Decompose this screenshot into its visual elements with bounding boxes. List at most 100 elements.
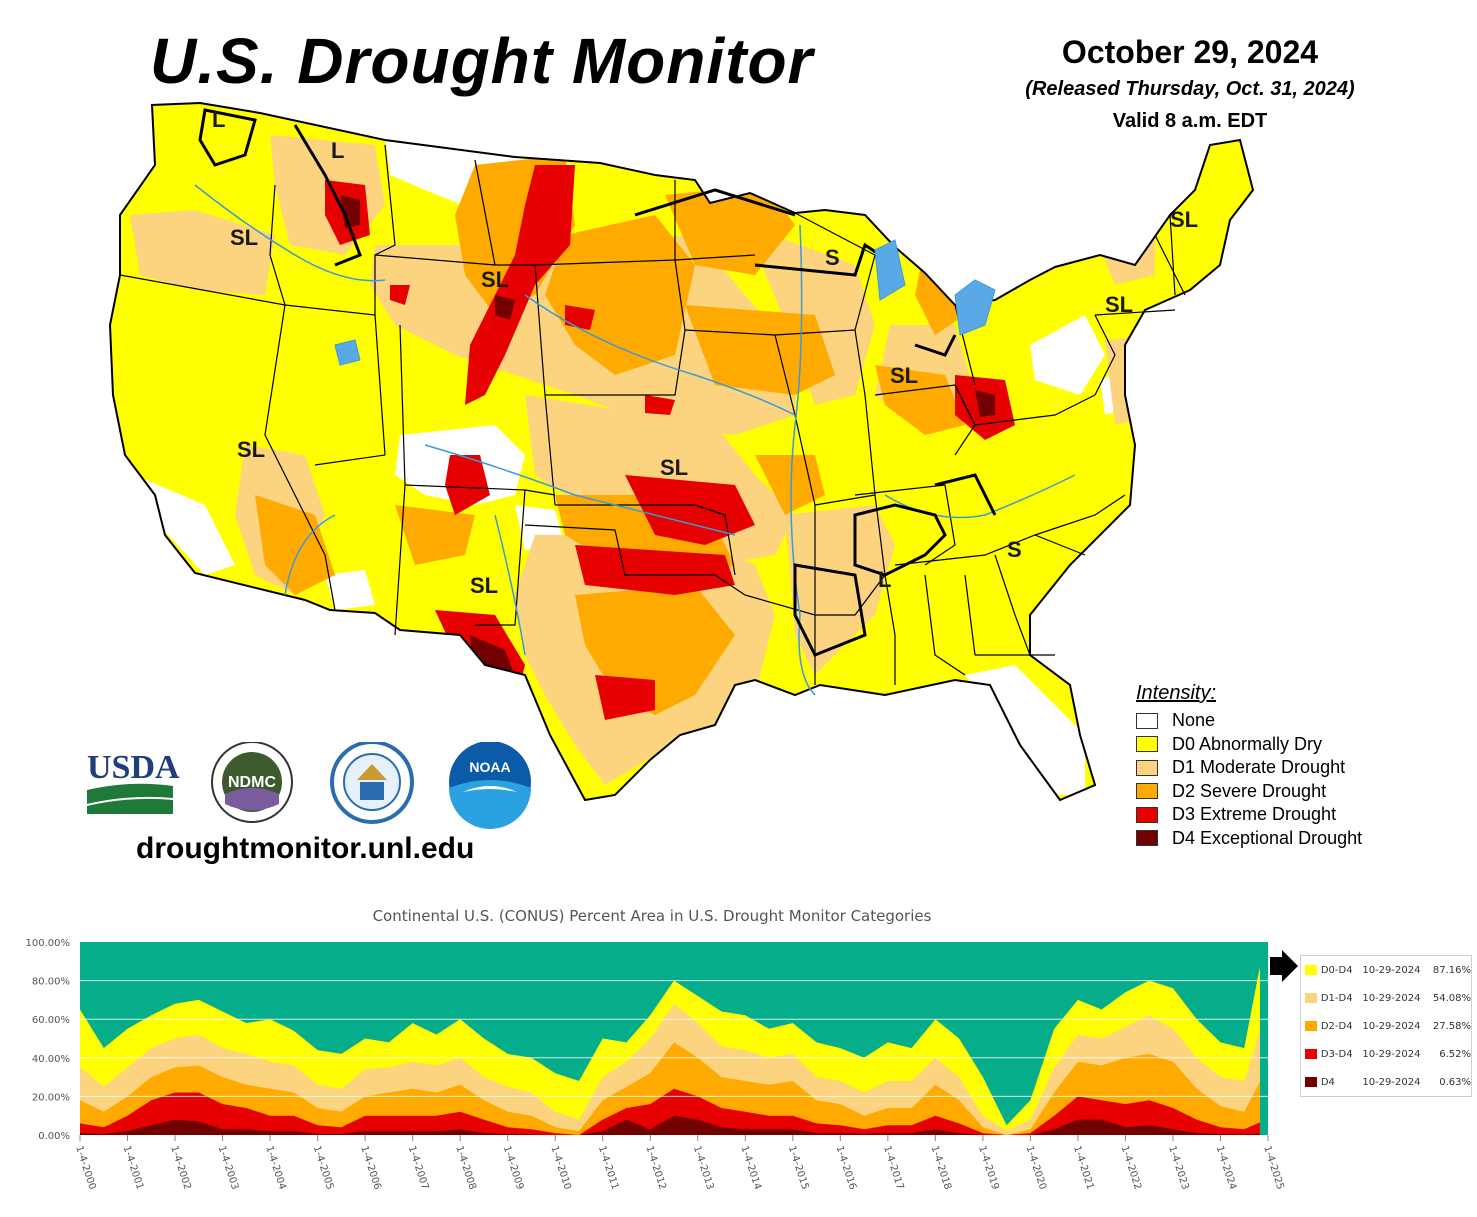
legend-label: D4 Exceptional Drought — [1172, 827, 1363, 848]
conus-chart: Continental U.S. (CONUS) Percent Area in… — [26, 907, 1298, 1192]
chart-legend-name: D1-D4 — [1320, 992, 1353, 1004]
x-tick-label: 1-4-2000 — [73, 1145, 97, 1192]
x-tick-label: 1-4-2020 — [1024, 1145, 1048, 1192]
impact-label: L — [212, 107, 225, 132]
chart-legend-date: 10-29-2024 — [1362, 964, 1421, 976]
chart-legend-date: 10-29-2024 — [1362, 992, 1421, 1004]
x-tick-label: 1-4-2009 — [501, 1145, 525, 1192]
impact-label: SL — [660, 455, 688, 480]
chart-legend-item: D2-D4 10-29-2024 27.58% — [1301, 1012, 1471, 1040]
chart-legend-value: 54.08% — [1432, 992, 1471, 1004]
usda-logo: USDA — [87, 749, 180, 814]
legend-item: None — [1136, 709, 1456, 733]
website-link[interactable]: droughtmonitor.unl.edu — [136, 832, 475, 865]
x-tick-label: 1-4-2004 — [263, 1145, 287, 1192]
legend-swatch — [1136, 712, 1158, 729]
x-tick-label: 1-4-2007 — [406, 1145, 430, 1192]
lakes — [334, 239, 996, 366]
impact-label: SL — [481, 267, 509, 292]
map-title: U.S. Drought Monitor — [150, 25, 814, 97]
pointer-arrow-icon — [1270, 950, 1298, 982]
map-legend: Intensity: None D0 Abnormally Dry D1 Moder… — [1136, 682, 1456, 850]
impact-label: S — [825, 245, 840, 270]
chart-legend-swatch — [1305, 993, 1317, 1003]
impact-label: SL — [890, 363, 918, 388]
impact-label: SL — [230, 225, 258, 250]
x-tick-label: 1-4-2017 — [881, 1145, 905, 1192]
svg-text:NOAA: NOAA — [469, 759, 510, 775]
chart-legend-name: D4 — [1320, 1076, 1335, 1088]
x-tick-label: 1-4-2011 — [596, 1145, 620, 1192]
chart-legend-swatch — [1305, 1049, 1317, 1059]
valid-time: Valid 8 a.m. EDT — [1112, 110, 1268, 132]
chart-legend-date: 10-29-2024 — [1362, 1048, 1421, 1060]
drought-map: L L SL SL S SL SL SL SL SL SL S L — [108, 101, 1255, 802]
x-tick-label: 1-4-2012 — [643, 1145, 667, 1192]
impact-label: SL — [470, 573, 498, 598]
svg-text:USDA: USDA — [87, 749, 180, 786]
series-area-d4 — [80, 1115, 1260, 1135]
x-tick-label: 1-4-2021 — [1071, 1145, 1095, 1192]
chart-title: Continental U.S. (CONUS) Percent Area in… — [373, 907, 932, 925]
x-tick-label: 1-4-2006 — [358, 1145, 382, 1192]
chart-legend-date: 10-29-2024 — [1362, 1076, 1421, 1088]
legend-swatch — [1136, 830, 1158, 847]
legend-label: None — [1172, 710, 1216, 731]
y-tick-label: 60.00% — [32, 1015, 70, 1026]
impact-boundaries — [198, 108, 997, 657]
x-tick-label: 1-4-2001 — [121, 1145, 145, 1192]
chart-legend-value: 87.16% — [1432, 964, 1471, 976]
legend-item: D2 Severe Drought — [1136, 780, 1456, 804]
map-date: October 29, 2024 — [1061, 34, 1319, 70]
ndmc-logo: NDMC — [211, 742, 293, 823]
legend-swatch — [1136, 806, 1158, 823]
commerce-seal — [330, 742, 414, 824]
legend-swatch — [1136, 759, 1158, 776]
chart-legend-name: D2-D4 — [1320, 1020, 1353, 1032]
x-tick-label: 1-4-2018 — [929, 1145, 953, 1192]
legend-item: D4 Exceptional Drought — [1136, 827, 1456, 851]
x-tick-label: 1-4-2016 — [833, 1145, 857, 1192]
x-tick-label: 1-4-2015 — [786, 1145, 810, 1192]
chart-legend-item: D1-D4 10-29-2024 54.08% — [1301, 984, 1471, 1012]
chart-legend-swatch — [1305, 1077, 1317, 1087]
release-date: (Released Thursday, Oct. 31, 2024) — [1025, 78, 1355, 100]
x-tick-label: 1-4-2025 — [1261, 1145, 1285, 1192]
x-tick-label: 1-4-2003 — [216, 1145, 240, 1192]
legend-item: D0 Abnormally Dry — [1136, 733, 1456, 757]
impact-label: L — [878, 567, 891, 592]
series-area-d2-d4 — [80, 1042, 1260, 1135]
chart-legend-name: D3-D4 — [1320, 1048, 1353, 1060]
chart-legend-value: 6.52% — [1439, 1048, 1471, 1060]
x-tick-label: 1-4-2014 — [738, 1145, 762, 1192]
x-tick-label: 1-4-2019 — [976, 1145, 1000, 1192]
x-tick-label: 1-4-2022 — [1119, 1145, 1143, 1192]
x-tick-label: 1-4-2013 — [691, 1145, 715, 1192]
y-tick-label: 20.00% — [32, 1092, 70, 1103]
x-tick-label: 1-4-2005 — [311, 1145, 335, 1192]
y-tick-label: 100.00% — [26, 938, 71, 949]
legend-title: Intensity: — [1136, 682, 1217, 704]
chart-legend-item: D3-D4 10-29-2024 6.52% — [1301, 1040, 1471, 1068]
legend-swatch — [1136, 783, 1158, 800]
svg-text:NDMC: NDMC — [228, 774, 276, 791]
chart-legend-swatch — [1305, 965, 1317, 975]
x-tick-label: 1-4-2010 — [548, 1145, 572, 1192]
chart-legend-item: D4 10-29-2024 0.63% — [1301, 1068, 1471, 1096]
legend-label: D0 Abnormally Dry — [1172, 733, 1323, 754]
x-tick-label: 1-4-2023 — [1166, 1145, 1190, 1192]
chart-legend-name: D0-D4 — [1320, 964, 1353, 976]
legend-item: D3 Extreme Drought — [1136, 803, 1456, 827]
legend-label: D3 Extreme Drought — [1172, 804, 1337, 825]
chart-legend: D0-D4 10-29-2024 87.16% D1-D4 10-29-2024 54.0… — [1300, 955, 1472, 1097]
legend-label: D2 Severe Drought — [1172, 780, 1327, 801]
rivers — [194, 184, 1076, 696]
x-tick-label: 1-4-2008 — [453, 1145, 477, 1192]
series-area-d3-d4 — [80, 1088, 1260, 1135]
legend-swatch — [1136, 736, 1158, 753]
x-tick-label: 1-4-2002 — [168, 1145, 192, 1192]
y-tick-label: 80.00% — [32, 977, 70, 988]
chart-legend-value: 0.63% — [1439, 1076, 1471, 1088]
chart-legend-swatch — [1305, 1021, 1317, 1031]
y-tick-label: 0.00% — [38, 1131, 70, 1142]
